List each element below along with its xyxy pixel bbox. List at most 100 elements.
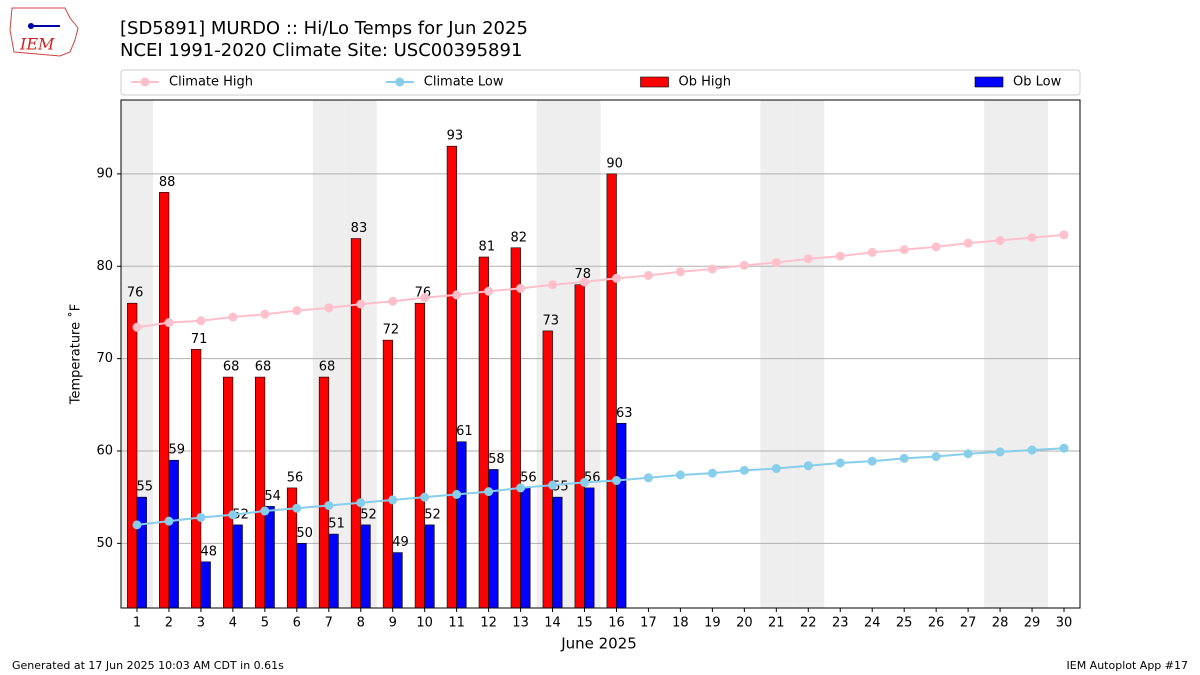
bar xyxy=(456,441,467,609)
x-tick-label: 10 xyxy=(416,616,433,631)
x-tick-label: 21 xyxy=(768,616,785,631)
y-tick-label: 70 xyxy=(96,351,113,366)
bar xyxy=(478,256,489,609)
x-tick-label: 7 xyxy=(325,616,333,631)
x-tick-label: 22 xyxy=(800,616,817,631)
x-tick-label: 27 xyxy=(960,616,977,631)
value-label: 51 xyxy=(328,517,345,532)
bar xyxy=(264,506,275,609)
value-label: 52 xyxy=(424,507,441,522)
series-point xyxy=(835,458,845,468)
series-point xyxy=(899,453,909,463)
series-point xyxy=(675,267,685,277)
footer-right: IEM Autoplot App #17 xyxy=(1067,659,1189,672)
series-point xyxy=(867,456,877,466)
x-tick-label: 29 xyxy=(1024,616,1041,631)
bar xyxy=(168,459,179,609)
x-tick-label: 11 xyxy=(448,616,465,631)
series-point xyxy=(995,235,1005,245)
x-tick-label: 3 xyxy=(197,616,205,631)
y-tick-label: 50 xyxy=(96,536,113,551)
y-tick-label: 60 xyxy=(96,443,113,458)
x-tick-label: 6 xyxy=(293,616,301,631)
weekend-shade xyxy=(1016,100,1049,608)
legend-label: Ob Low xyxy=(1013,75,1062,90)
x-tick-label: 12 xyxy=(480,616,497,631)
x-tick-label: 20 xyxy=(736,616,753,631)
value-label: 52 xyxy=(360,507,377,522)
series-point xyxy=(707,468,717,478)
y-tick-label: 80 xyxy=(96,259,113,274)
bar xyxy=(392,552,403,609)
series-point xyxy=(420,492,430,502)
series-point xyxy=(228,510,238,520)
value-label: 71 xyxy=(191,332,208,347)
series-point xyxy=(835,251,845,261)
value-label: 68 xyxy=(255,360,272,375)
logo: IEM xyxy=(9,7,79,57)
value-label: 90 xyxy=(606,156,623,171)
legend-label: Climate Low xyxy=(424,75,504,90)
series-line xyxy=(136,233,1065,329)
bar xyxy=(360,524,371,609)
series-point xyxy=(164,516,174,526)
series-point xyxy=(484,487,494,497)
bar xyxy=(542,330,553,609)
weekend-shade xyxy=(792,100,825,608)
series-point xyxy=(420,293,430,303)
logo-text: IEM xyxy=(19,35,55,54)
series-point xyxy=(324,303,334,313)
series-point xyxy=(292,503,302,513)
value-label: 55 xyxy=(137,480,154,495)
legend-label: Climate High xyxy=(169,75,253,90)
x-tick-label: 26 xyxy=(928,616,945,631)
value-label: 61 xyxy=(456,424,473,439)
plot-frame xyxy=(120,99,1081,609)
series-point xyxy=(963,449,973,459)
series-point xyxy=(196,316,206,326)
bar xyxy=(382,339,394,609)
value-label: 82 xyxy=(511,230,528,245)
x-tick-label: 5 xyxy=(261,616,269,631)
series-point xyxy=(388,296,398,306)
series-point xyxy=(132,322,142,332)
series-point xyxy=(516,283,526,293)
bar xyxy=(616,422,627,609)
series-point xyxy=(1059,230,1069,240)
series-point xyxy=(867,247,877,257)
x-tick-label: 24 xyxy=(864,616,881,631)
series-point xyxy=(132,520,142,530)
x-tick-label: 2 xyxy=(165,616,173,631)
series-point xyxy=(580,477,590,487)
logo-dot xyxy=(28,23,34,29)
chart-title: [SD5891] MURDO :: Hi/Lo Temps for Jun 20… xyxy=(120,18,528,39)
chart-subtitle: NCEI 1991-2020 Climate Site: USC00395891 xyxy=(120,40,522,61)
x-tick-label: 18 xyxy=(672,616,689,631)
value-label: 83 xyxy=(351,221,368,236)
bar xyxy=(296,543,307,609)
series-point xyxy=(739,260,749,270)
series-point xyxy=(324,500,334,510)
bar xyxy=(191,349,202,609)
x-tick-label: 19 xyxy=(704,616,721,631)
value-label: 54 xyxy=(264,489,281,504)
y-axis-label: Temperature ˚F xyxy=(68,304,84,405)
value-label: 56 xyxy=(287,470,304,485)
series-point xyxy=(260,506,270,516)
series-point xyxy=(548,480,558,490)
series-point xyxy=(931,452,941,462)
value-label: 81 xyxy=(479,240,496,255)
series-point xyxy=(356,299,366,309)
x-tick-label: 28 xyxy=(992,616,1009,631)
x-tick-label: 8 xyxy=(357,616,365,631)
bar xyxy=(328,533,339,609)
value-label: 68 xyxy=(319,360,336,375)
x-tick-label: 23 xyxy=(832,616,849,631)
series-point xyxy=(516,483,526,493)
series-line xyxy=(136,447,1065,526)
x-tick-label: 13 xyxy=(512,616,529,631)
legend-marker xyxy=(140,77,150,87)
series-point xyxy=(1027,233,1037,243)
series-point xyxy=(643,473,653,483)
series-point xyxy=(675,470,685,480)
